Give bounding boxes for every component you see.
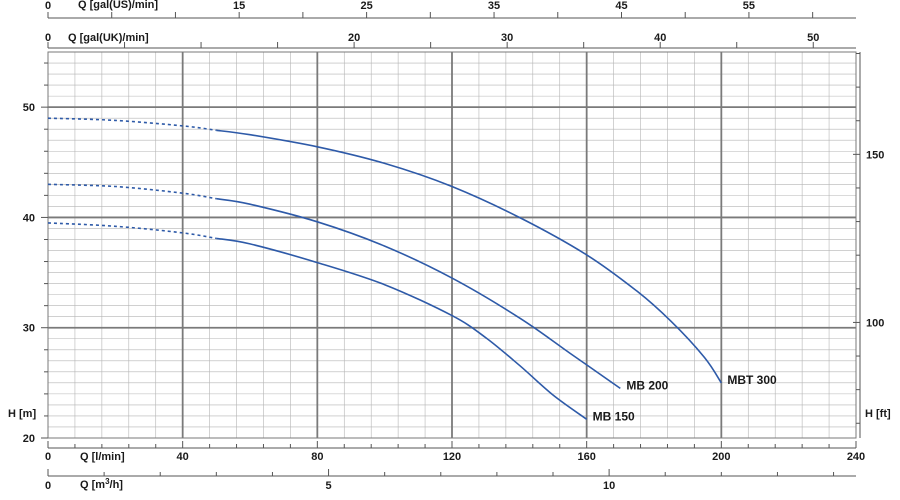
m3h-title-end: /h]	[110, 479, 124, 491]
series-mb-150-dashed	[47, 222, 217, 240]
gal-uk-tick-label: 30	[501, 32, 513, 44]
gal-us-tick-label: 35	[488, 0, 500, 12]
h-ft-tick-label: 150	[866, 149, 884, 161]
y-tick-label: 40	[23, 212, 35, 224]
series-mb-200-label: MB 200	[626, 378, 668, 392]
gal-uk-tick-label: 50	[807, 32, 819, 44]
m3h-tick-label: 5	[325, 480, 331, 492]
x-tick-label: 40	[177, 451, 189, 463]
gal-us-axis-title: Q [gal(US)/min]	[78, 0, 158, 11]
gal-us-tick-label: 25	[360, 0, 372, 12]
gal-uk-axis-title: Q [gal(UK)/min]	[68, 32, 149, 44]
y-axis-title: H [m]	[8, 408, 36, 420]
gal-uk-tick-label: 0	[45, 32, 51, 44]
x-tick-label: 200	[712, 451, 730, 463]
series-mbt-300-line	[216, 129, 722, 384]
y-tick-label: 30	[23, 323, 35, 335]
y-tick-label: 20	[23, 433, 35, 445]
x-tick-label: 80	[311, 451, 323, 463]
series-mb-150-label: MB 150	[593, 409, 635, 423]
gal-uk-tick-label: 40	[654, 32, 666, 44]
plot-frame	[47, 51, 857, 439]
x-tick-label: 240	[847, 451, 865, 463]
series-mbt-300-label: MBT 300	[727, 373, 777, 387]
m3h-axis-title: Q [m3/h]	[80, 477, 123, 491]
series-mb-200-dashed	[47, 183, 217, 200]
y-tick-label: 50	[23, 102, 35, 114]
series-mb-150-line	[216, 237, 588, 420]
series-mb-200-line	[216, 197, 621, 390]
m3h-title-main: Q [m	[80, 479, 105, 491]
curves: MBT 300 MB 200 MB 150	[47, 117, 777, 423]
m3h-title-sup: 3	[105, 477, 110, 486]
h-ft-axis-title: H [ft]	[865, 408, 891, 420]
major-grid	[48, 52, 856, 438]
gal-us-tick-label: 55	[743, 0, 755, 12]
gal-uk-tick-label: 20	[348, 32, 360, 44]
x-tick-label: 160	[577, 451, 595, 463]
x-tick-label: 0	[45, 451, 51, 463]
gal-us-tick-label: 15	[233, 0, 245, 12]
x-tick-label: 120	[443, 451, 461, 463]
gal-us-tick-label: 45	[615, 0, 627, 12]
gal-us-tick-label: 0	[45, 0, 51, 12]
series-mbt-300-dashed	[47, 117, 217, 132]
m3h-tick-label: 0	[45, 480, 51, 492]
h-ft-tick-label: 100	[866, 317, 884, 329]
m3h-tick-label: 10	[603, 480, 615, 492]
x-axis-title: Q [l/min]	[80, 451, 125, 463]
